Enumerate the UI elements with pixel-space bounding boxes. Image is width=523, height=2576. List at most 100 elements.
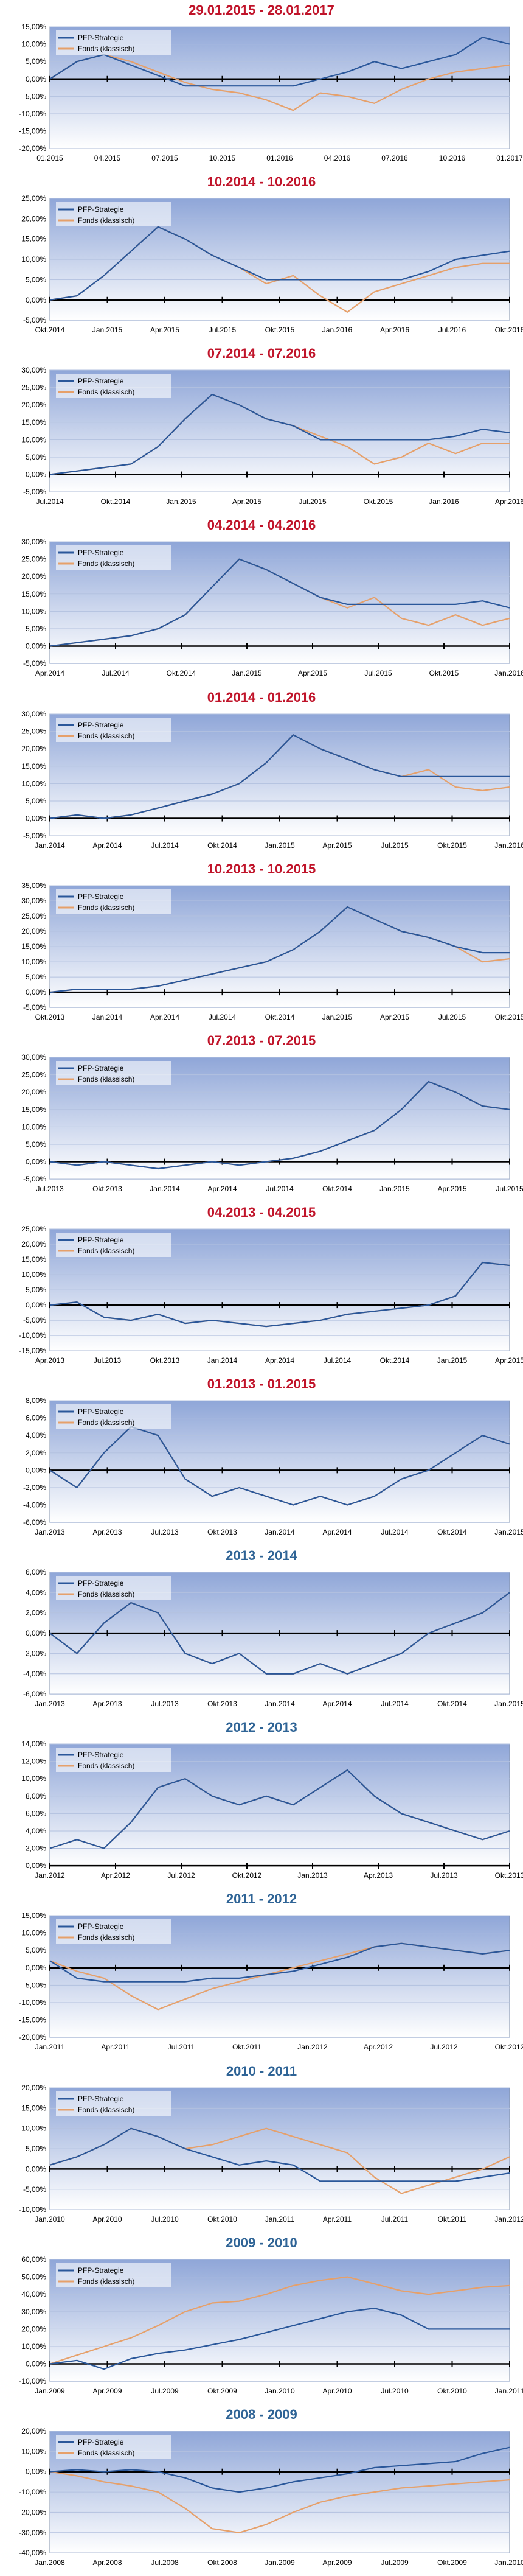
legend bbox=[56, 1919, 171, 1944]
y-tick-label: 10,00% bbox=[21, 40, 46, 49]
x-tick-label: Jul.2011 bbox=[168, 2043, 195, 2052]
x-tick-label: Jan.2011 bbox=[265, 2215, 295, 2224]
x-tick-label: Apr.2014 bbox=[322, 1699, 352, 1708]
legend-label: PFP-Strategie bbox=[78, 377, 124, 385]
y-tick-label: 8,00% bbox=[26, 1396, 46, 1405]
y-tick-label: -10,00% bbox=[19, 2488, 46, 2496]
y-tick-label: 15,00% bbox=[21, 942, 46, 951]
y-tick-label: -5,00% bbox=[23, 660, 46, 668]
x-tick-label: Apr.2013 bbox=[92, 1528, 122, 1536]
chart-title: 29.01.2015 - 28.01.2017 bbox=[189, 2, 334, 18]
y-tick-label: 5,00% bbox=[26, 1947, 46, 1955]
y-tick-label: -5,00% bbox=[23, 92, 46, 100]
y-tick-label: 0,00% bbox=[26, 1466, 46, 1474]
y-tick-label: 5,00% bbox=[26, 973, 46, 981]
line-chart: 30,00% 25,00% 20,00% 15,00% 10,00% 5,00% 0,00%… bbox=[21, 1053, 523, 1193]
x-tick-label: Jul.2014 bbox=[36, 497, 64, 506]
x-tick-label: Jan.2013 bbox=[297, 1871, 328, 1880]
series-line-pfp-strategie bbox=[49, 2307, 510, 2370]
y-tick-label: 4,00% bbox=[26, 1827, 46, 1835]
y-tick-label: 5,00% bbox=[26, 453, 46, 461]
y-tick-label: 50,00% bbox=[21, 2272, 46, 2281]
y-tick-label: -15,00% bbox=[19, 2016, 46, 2025]
x-tick-label: Apr.2015 bbox=[232, 497, 262, 506]
x-tick-label: 04.2016 bbox=[324, 154, 351, 163]
series-line-pfp-strategie bbox=[49, 2127, 510, 2182]
y-tick-label: 25,00% bbox=[21, 1070, 46, 1079]
x-tick-label: Apr.2014 bbox=[35, 670, 64, 678]
legend bbox=[56, 2263, 171, 2287]
x-tick-label: Okt.2014 bbox=[207, 841, 237, 850]
x-tick-label: 10.2016 bbox=[439, 154, 466, 163]
line-chart: 30,00% 25,00% 20,00% 15,00% 10,00% 5,00% 0,00%… bbox=[21, 537, 523, 678]
line-chart: 25,00% 20,00% 15,00% 10,00% 5,00% 0,00% -5,00%… bbox=[19, 1225, 523, 1365]
legend bbox=[56, 1232, 171, 1257]
y-tick-label: 4,00% bbox=[26, 1589, 46, 1597]
line-chart: 35,00% 30,00% 25,00% 20,00% 15,00% 10,00% 5,00… bbox=[21, 881, 523, 1021]
x-tick-label: Okt.2015 bbox=[437, 841, 467, 850]
line-chart: 25,00% 20,00% 15,00% 10,00% 5,00% 0,00% -5,00%… bbox=[21, 194, 523, 334]
chart-title: 07.2013 - 07.2015 bbox=[207, 1032, 316, 1048]
x-tick-label: Jan.2015 bbox=[494, 1699, 523, 1708]
x-tick-label: Jul.2013 bbox=[151, 1699, 179, 1708]
y-tick-label: 10,00% bbox=[21, 1270, 46, 1279]
chart-panel: 10.2014 - 10.2016 25,00% 20,00% 15,00% 10,00… bbox=[0, 172, 523, 343]
x-tick-label: Jul.2009 bbox=[381, 2558, 409, 2567]
line-chart: 6,00%4,00%2,00%0,00%-2,00%-4,00%-6,00%Ja… bbox=[23, 1568, 523, 1708]
y-tick-label: 2,00% bbox=[26, 1609, 46, 1617]
x-tick-label: Jan.2014 bbox=[150, 1185, 180, 1193]
x-tick-label: Jan.2015 bbox=[379, 1185, 410, 1193]
y-tick-label: 40,00% bbox=[21, 2290, 46, 2298]
legend-label: Fonds (klassisch) bbox=[78, 388, 134, 396]
x-tick-label: Apr.2012 bbox=[364, 2043, 393, 2052]
y-tick-label: 15,00% bbox=[21, 235, 46, 243]
y-tick-label: 14,00% bbox=[21, 1740, 46, 1748]
legend-label: PFP-Strategie bbox=[78, 2266, 124, 2275]
x-tick-label: Apr.2015 bbox=[380, 1013, 409, 1021]
x-tick-label: Apr.2016 bbox=[380, 326, 409, 334]
legend-label: PFP-Strategie bbox=[78, 892, 124, 901]
x-tick-label: Jul.2015 bbox=[381, 841, 409, 850]
y-tick-label: 5,00% bbox=[26, 57, 46, 66]
legend-label: PFP-Strategie bbox=[78, 1407, 124, 1416]
x-tick-label: Jan.2015 bbox=[494, 1528, 523, 1536]
chart-panel: 01.2014 - 01.2016 30,00% 25,00% 20,00% 15,00… bbox=[0, 687, 523, 859]
x-tick-label: Jan.2012 bbox=[35, 1871, 65, 1880]
series-line-fonds-klassisch bbox=[49, 54, 510, 111]
legend-label: Fonds (klassisch) bbox=[78, 1247, 134, 1255]
x-tick-label: Apr.2014 bbox=[265, 1356, 294, 1365]
y-tick-label: 20,00% bbox=[21, 744, 46, 753]
y-tick-label: 30,00% bbox=[21, 897, 46, 905]
legend-label: PFP-Strategie bbox=[78, 1236, 124, 1244]
y-tick-label: 0,00% bbox=[26, 988, 46, 996]
y-tick-label: 10,00% bbox=[21, 1929, 46, 1937]
x-tick-label: Jan.2013 bbox=[35, 1528, 65, 1536]
y-tick-label: 6,00% bbox=[26, 1414, 46, 1423]
y-tick-label: 0,00% bbox=[26, 2165, 46, 2173]
y-tick-label: 0,00% bbox=[26, 1157, 46, 1166]
series-line-pfp-strategie bbox=[49, 733, 510, 819]
line-chart: 15,00% 10,00% 5,00% 0,00% -5,00% -10,00% -15,0… bbox=[19, 1911, 523, 2052]
y-tick-label: 30,00% bbox=[21, 366, 46, 374]
series-line-pfp-strategie bbox=[49, 37, 510, 87]
legend-label: PFP-Strategie bbox=[78, 2438, 124, 2446]
x-tick-label: Okt.2015 bbox=[265, 326, 295, 334]
y-tick-label: -10,00% bbox=[19, 2205, 46, 2214]
x-tick-label: Apr.2011 bbox=[101, 2043, 130, 2052]
y-tick-label: -4,00% bbox=[23, 1670, 46, 1678]
y-tick-label: 25,00% bbox=[21, 194, 46, 203]
x-tick-label: Jul.2008 bbox=[151, 2558, 179, 2567]
x-tick-label: Jan.2014 bbox=[35, 841, 65, 850]
y-tick-label: -10,00% bbox=[19, 1998, 46, 2007]
legend-label: Fonds (klassisch) bbox=[78, 1762, 134, 1770]
x-tick-label: Jul.2014 bbox=[209, 1013, 237, 1021]
chart-panel: 04.2013 - 04.2015 25,00% 20,00% 15,00% 10,00… bbox=[0, 1202, 523, 1374]
x-tick-label: 04.2015 bbox=[94, 154, 121, 163]
y-tick-label: -6,00% bbox=[23, 1690, 46, 1698]
y-tick-label: 15,00% bbox=[21, 2104, 46, 2112]
x-tick-label: Apr.2013 bbox=[364, 1871, 393, 1880]
x-tick-label: Jul.2015 bbox=[209, 326, 237, 334]
y-tick-label: 2,00% bbox=[26, 1449, 46, 1457]
x-tick-label: Apr.2016 bbox=[495, 497, 523, 506]
line-chart: 20,00% 15,00% 10,00% 5,00% 0,00% -5,00% -10,00… bbox=[19, 2084, 523, 2224]
